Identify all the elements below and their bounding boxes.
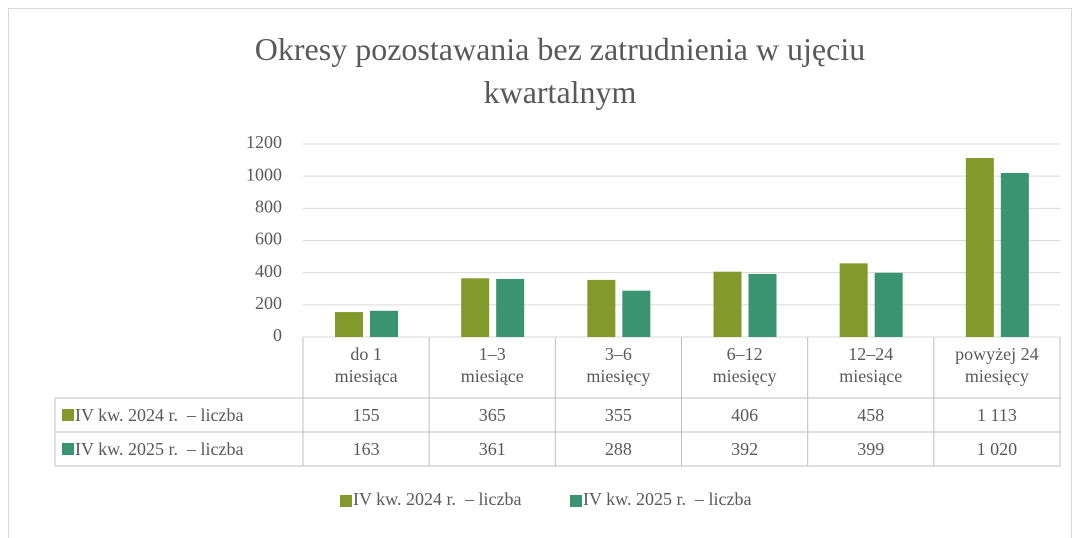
table-row-label: IV kw. 2025 r. – liczba	[75, 439, 244, 459]
bar	[1000, 172, 1029, 337]
bar	[587, 279, 616, 337]
bar	[335, 312, 363, 337]
legend-label: IV kw. 2025 r. – liczba	[583, 489, 751, 509]
x-tick-label: powyżej 24 miesięcy	[955, 344, 1039, 386]
bar	[839, 263, 868, 337]
table-value: 399	[857, 439, 885, 459]
table-value: 365	[478, 405, 506, 425]
table-value: 1 113	[976, 405, 1017, 425]
bar	[748, 273, 777, 337]
bar	[496, 278, 525, 337]
y-tick-label: 400	[255, 261, 282, 281]
bar	[713, 271, 742, 337]
bar	[965, 157, 994, 337]
y-tick-label: 800	[255, 196, 282, 216]
y-tick-label: 200	[255, 293, 282, 313]
bar	[874, 272, 903, 337]
y-tick-label: 0	[273, 325, 282, 345]
legend-key	[62, 409, 74, 421]
table-value: 155	[352, 405, 380, 425]
legend-key	[340, 495, 352, 507]
legend-key	[62, 443, 74, 455]
y-tick-label: 1200	[246, 132, 282, 152]
table-value: 392	[731, 439, 759, 459]
chart-title: Okresy pozostawania bez zatrudnienia w u…	[254, 31, 866, 110]
x-tick-label: 12–24 miesiące	[839, 344, 903, 386]
table-value: 458	[857, 405, 885, 425]
x-tick-label: 3–6 miesięcy	[586, 344, 651, 386]
legend-key	[570, 495, 582, 507]
table-value: 288	[604, 439, 632, 459]
table-value: 163	[352, 439, 380, 459]
bar	[622, 290, 651, 337]
x-tick-label: 1–3 miesiące	[460, 344, 524, 386]
x-tick-label: 6–12 miesięcy	[712, 344, 777, 386]
table-row-label: IV kw. 2024 r. – liczba	[75, 405, 244, 425]
y-tick-label: 1000	[246, 164, 282, 184]
table-value: 406	[731, 405, 759, 425]
table-value: 1 020	[976, 439, 1018, 459]
legend-label: IV kw. 2024 r. – liczba	[353, 489, 521, 509]
bar	[370, 310, 398, 337]
bar	[461, 278, 490, 337]
table-value: 355	[604, 405, 632, 425]
y-tick-label: 600	[255, 229, 282, 249]
x-tick-label: do 1 miesiąca	[334, 344, 398, 386]
table-value: 361	[478, 439, 506, 459]
